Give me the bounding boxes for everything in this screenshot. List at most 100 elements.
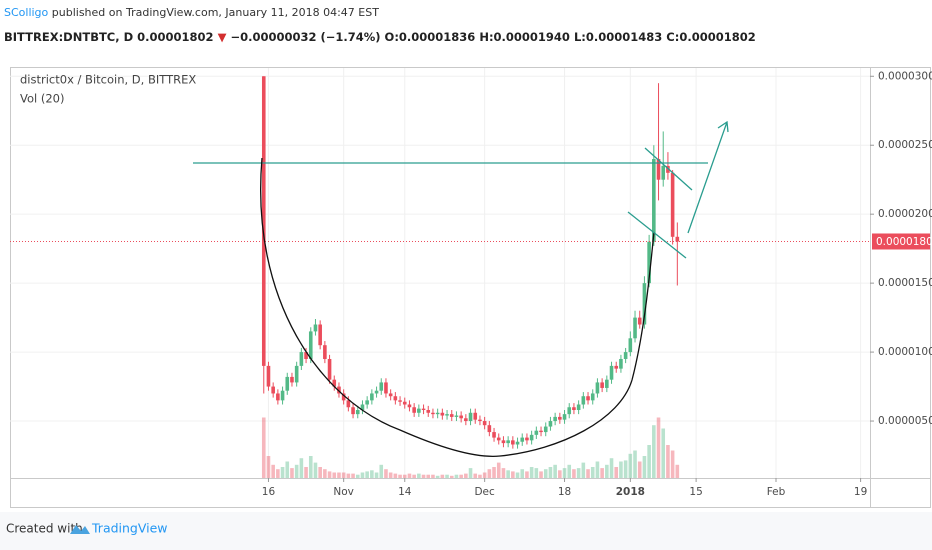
volume-bar bbox=[379, 464, 384, 478]
open: O:0.00001836 bbox=[385, 30, 476, 44]
volume-bar bbox=[323, 469, 327, 478]
volume-bar bbox=[576, 468, 581, 478]
author[interactable]: SColligo bbox=[4, 6, 49, 19]
volume-bar bbox=[435, 475, 440, 478]
candle-body bbox=[374, 390, 379, 394]
volume-bar bbox=[590, 467, 595, 478]
volume-bar bbox=[642, 456, 647, 478]
close: C:0.00001802 bbox=[666, 30, 755, 44]
candle-body bbox=[384, 382, 388, 394]
y-tick-label: 0.00003000 bbox=[878, 70, 932, 82]
candle-body bbox=[609, 365, 614, 380]
candle-body bbox=[633, 317, 637, 339]
candle-body bbox=[417, 408, 421, 413]
x-tick-label: Feb bbox=[767, 486, 786, 498]
candle-body bbox=[558, 416, 562, 420]
volume-bar bbox=[543, 469, 548, 478]
volume-label: Vol (20) bbox=[20, 92, 64, 106]
candle-body bbox=[280, 390, 285, 401]
candle-body bbox=[459, 415, 463, 419]
candle-body bbox=[572, 407, 576, 411]
candle-body bbox=[675, 236, 680, 242]
footer-brand[interactable]: TradingView bbox=[91, 521, 168, 536]
candle-body bbox=[543, 426, 548, 433]
header-line: SColligo published on TradingView.com, J… bbox=[4, 6, 379, 19]
symbol: BITTREX:DNTBTC, D bbox=[4, 30, 133, 44]
candle-body bbox=[506, 440, 510, 444]
last: 0.00001802 bbox=[137, 30, 213, 44]
footer-created: Created with bbox=[6, 522, 83, 536]
volume-bar bbox=[440, 474, 445, 478]
candle-body bbox=[421, 408, 426, 411]
chart-frame bbox=[10, 67, 931, 508]
candle-body bbox=[619, 358, 623, 369]
candle-body bbox=[525, 437, 529, 441]
candle-body bbox=[261, 76, 266, 366]
volume-bar bbox=[482, 472, 487, 478]
legend-title: district0x / Bitcoin, D, BITTREX bbox=[20, 73, 196, 87]
volume-bar bbox=[384, 469, 388, 478]
volume-bar bbox=[308, 456, 313, 478]
candle-body bbox=[290, 376, 294, 383]
candle-body bbox=[590, 393, 595, 401]
volume-bar bbox=[266, 456, 271, 478]
volume-bar bbox=[276, 469, 280, 478]
candle-body bbox=[586, 396, 590, 401]
candle-body bbox=[478, 419, 482, 422]
candle-body bbox=[379, 382, 384, 391]
volume-bar bbox=[553, 464, 557, 478]
candle-body bbox=[482, 421, 487, 426]
footer bbox=[0, 512, 932, 550]
candle-body bbox=[562, 414, 567, 420]
volume-bar bbox=[360, 472, 365, 478]
volume-bar bbox=[355, 474, 360, 478]
candle-body bbox=[449, 414, 454, 417]
volume-bar bbox=[628, 453, 633, 478]
volume-bar bbox=[525, 471, 529, 478]
volume-bar bbox=[261, 417, 266, 478]
volume-bar bbox=[464, 473, 468, 478]
volume-bar bbox=[619, 461, 623, 478]
candle-body bbox=[402, 401, 407, 405]
volume-bar bbox=[572, 469, 576, 478]
volume-bar bbox=[675, 464, 680, 478]
volume-bar bbox=[346, 473, 351, 478]
volume-bar bbox=[656, 417, 661, 478]
volume-bar bbox=[299, 458, 304, 478]
volume-bar bbox=[454, 474, 459, 478]
volume-bar bbox=[468, 468, 473, 478]
volume-bar bbox=[412, 474, 416, 478]
x-tick-label: 2018 bbox=[616, 486, 645, 498]
volume-bar bbox=[449, 475, 454, 478]
candle-body bbox=[346, 400, 351, 408]
candle-body bbox=[337, 386, 341, 394]
candle-body bbox=[365, 400, 369, 405]
volume-bar bbox=[393, 473, 398, 478]
volume-bar bbox=[341, 472, 346, 478]
volume-bar bbox=[558, 470, 562, 478]
volume-bar bbox=[365, 471, 369, 478]
breakout-arrow bbox=[687, 120, 729, 234]
volume-bar bbox=[506, 470, 510, 478]
volume-bar bbox=[562, 468, 567, 478]
volume-bar bbox=[313, 462, 318, 478]
candle-body bbox=[370, 393, 374, 401]
volume-pane bbox=[261, 417, 680, 478]
candle-body bbox=[464, 418, 468, 422]
volume-bar bbox=[614, 467, 619, 478]
candle-body bbox=[398, 400, 402, 402]
volume-bar bbox=[567, 464, 572, 478]
candle-body bbox=[656, 159, 661, 180]
candle-body bbox=[647, 241, 651, 284]
cup-curve bbox=[260, 157, 655, 457]
volume-bar bbox=[351, 473, 355, 478]
candle-body bbox=[515, 441, 520, 445]
channel-top bbox=[644, 147, 693, 191]
volume-bar bbox=[605, 464, 609, 478]
volume-bar bbox=[487, 469, 492, 478]
change: −0.00000032 (−1.74%) bbox=[230, 30, 380, 44]
x-tick-label: 14 bbox=[398, 486, 412, 498]
volume-bar bbox=[304, 467, 308, 478]
